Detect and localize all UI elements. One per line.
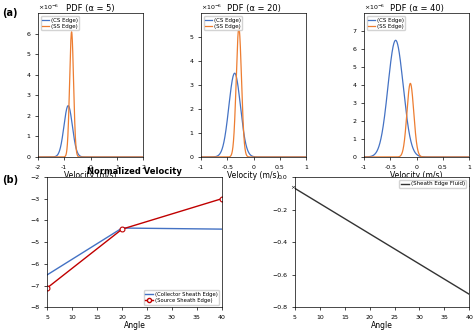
Text: $\times10^{6}$: $\times10^{6}$ [453, 183, 470, 192]
Text: (b): (b) [2, 175, 18, 185]
Title: PDF (α = 40): PDF (α = 40) [390, 4, 444, 13]
Text: $\times10^{-6}$: $\times10^{-6}$ [364, 3, 385, 12]
Text: $\times10^{-6}$: $\times10^{-6}$ [38, 3, 59, 12]
Title: PDF (α = 5): PDF (α = 5) [66, 4, 115, 13]
Legend: (CS Edge), (SS Edge): (CS Edge), (SS Edge) [204, 16, 242, 30]
Title: Normalized Velocity: Normalized Velocity [87, 167, 182, 176]
Text: $\times10^{-6}$: $\times10^{-6}$ [201, 3, 222, 12]
Title: PDF (α = 20): PDF (α = 20) [227, 4, 281, 13]
Text: $\times10^{6}$: $\times10^{6}$ [290, 183, 307, 192]
Text: (a): (a) [2, 8, 18, 18]
Legend: (CS Edge), (SS Edge): (CS Edge), (SS Edge) [41, 16, 79, 30]
Text: $\times10^{6}$: $\times10^{6}$ [127, 183, 144, 192]
X-axis label: Velocity (m/s): Velocity (m/s) [64, 171, 117, 180]
X-axis label: Velocity (m/s): Velocity (m/s) [391, 171, 443, 180]
Legend: (Sheath Edge Fluid): (Sheath Edge Fluid) [399, 180, 466, 188]
X-axis label: Angle: Angle [371, 321, 393, 330]
X-axis label: Angle: Angle [124, 321, 146, 330]
Legend: (CS Edge), (SS Edge): (CS Edge), (SS Edge) [367, 16, 405, 30]
Legend: (Collector Sheath Edge), (Source Sheath Edge): (Collector Sheath Edge), (Source Sheath … [144, 291, 219, 305]
X-axis label: Velocity (m/s): Velocity (m/s) [228, 171, 280, 180]
